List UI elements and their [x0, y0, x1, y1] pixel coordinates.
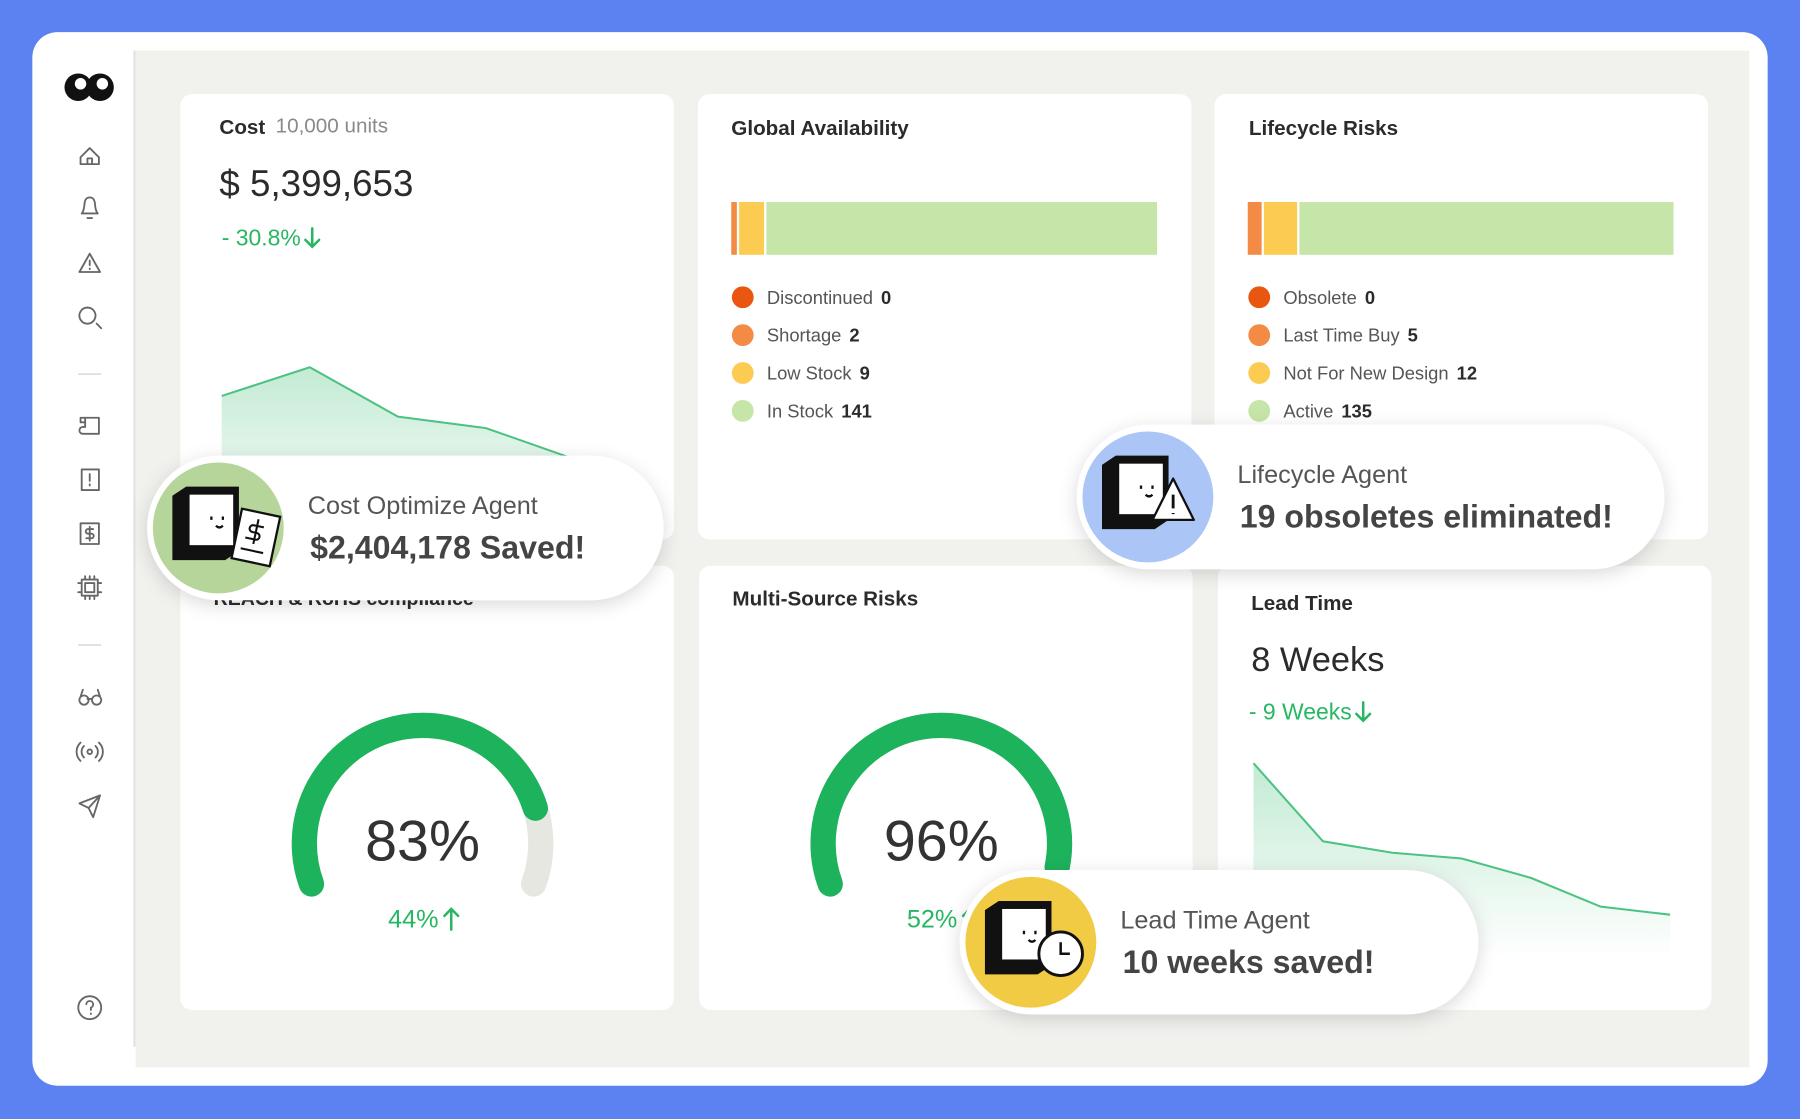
bubble	[1076, 424, 1665, 570]
bell-icon[interactable]	[80, 196, 99, 219]
sidebar	[64, 73, 114, 1021]
send-icon[interactable]	[78, 794, 101, 819]
search-icon[interactable]	[78, 306, 103, 330]
agent-name: Cost Optimize Agent	[308, 492, 538, 520]
gauge-value: 96%	[884, 809, 999, 873]
kpi-change: - 9 Weeks	[1249, 699, 1352, 725]
gauge-fill	[291, 712, 548, 897]
legend-count: 0	[881, 287, 891, 308]
agent-eyes	[210, 516, 225, 529]
card-title: Cost	[219, 116, 265, 139]
bar-segment	[1299, 201, 1674, 255]
kpi-change: - 30.8%	[222, 225, 301, 251]
legend-dot	[731, 324, 754, 347]
legend-count: 135	[1341, 400, 1372, 421]
legend-count: 5	[1408, 325, 1418, 346]
agent-bubble: Cost Optimize Agent $2,404,178 Saved!	[147, 455, 664, 601]
legend-dot	[731, 399, 754, 422]
bar-segment	[739, 201, 765, 255]
legend-dot	[1248, 362, 1271, 384]
legend-count: 2	[849, 325, 859, 346]
chip-icon[interactable]	[77, 575, 103, 601]
scroll-icon[interactable]	[78, 416, 100, 435]
agent-message: 19 obsoletes eliminated!	[1240, 498, 1613, 534]
legend-label: Obsolete	[1283, 287, 1356, 308]
glasses-icon[interactable]	[78, 688, 103, 706]
trend-arrow	[443, 907, 460, 931]
broadcast-icon[interactable]	[75, 741, 104, 762]
bubble	[147, 455, 664, 601]
card-title: Multi-Source Risks	[732, 588, 918, 611]
gauge-value: 83%	[365, 809, 480, 873]
gauge-fill	[810, 712, 1073, 897]
legend-count: 12	[1457, 363, 1477, 384]
kpi-value: 8 Weeks	[1251, 641, 1384, 679]
legend-label: Low Stock	[767, 363, 853, 384]
legend-dot	[1248, 399, 1271, 422]
legend-label: Shortage	[767, 325, 842, 346]
agent-name: Lead Time Agent	[1120, 906, 1309, 934]
trend-line	[221, 366, 575, 461]
agent-badge	[230, 507, 282, 568]
agent-badge-mark	[1059, 942, 1070, 955]
trend-arrow	[304, 227, 321, 249]
agent-badge-mark	[240, 519, 265, 555]
logo	[64, 73, 114, 101]
card-subtitle: 10,000 units	[276, 115, 388, 138]
agent-bubble: Lifecycle Agent 19 obsoletes eliminated!	[1076, 424, 1665, 570]
agent-eyes	[1022, 930, 1037, 943]
gauge-change: 44%	[388, 905, 439, 933]
bar-segment	[1263, 201, 1298, 255]
card-title: Global Availability	[731, 117, 909, 140]
kpi-value: $ 5,399,653	[219, 163, 413, 204]
compliance-card	[180, 565, 674, 1010]
agents: Cost Optimize Agent $2,404,178 Saved! Life…	[147, 424, 1665, 1015]
cost-icon[interactable]	[79, 522, 100, 545]
help-icon[interactable]	[77, 995, 103, 1021]
legend-label: Discontinued	[767, 287, 873, 308]
bubble	[959, 869, 1479, 1015]
bar-segment	[1247, 201, 1262, 255]
legend-dot	[731, 286, 754, 309]
legend-label: Last Time Buy	[1283, 325, 1400, 346]
agent-eyes	[1139, 485, 1154, 498]
agent-name: Lifecycle Agent	[1237, 461, 1407, 489]
legend-dot	[1248, 286, 1271, 309]
legend-label: Active	[1283, 400, 1333, 421]
legend-count: 9	[860, 363, 870, 384]
alert-icon[interactable]	[78, 252, 101, 273]
legend-label: In Stock	[767, 400, 834, 421]
card-title: Lifecycle Risks	[1249, 117, 1398, 140]
bar-segment	[766, 201, 1158, 255]
legend-count: 0	[1365, 287, 1375, 308]
legend-dot	[1248, 324, 1271, 347]
bar-segment	[731, 201, 737, 255]
legend-count: 141	[841, 400, 872, 421]
agent-bubble: Lead Time Agent 10 weeks saved!	[959, 869, 1479, 1015]
agent-message: 10 weeks saved!	[1123, 944, 1375, 980]
agent-message: $2,404,178 Saved!	[310, 529, 585, 565]
trend-line	[1252, 762, 1671, 916]
trend-arrow	[1355, 701, 1372, 723]
home-icon[interactable]	[79, 147, 100, 166]
report-icon[interactable]	[80, 468, 100, 491]
card-title: Lead Time	[1251, 592, 1353, 615]
gauge-change: 52%	[907, 905, 958, 933]
legend-dot	[731, 362, 754, 384]
agent-face	[1116, 461, 1166, 517]
legend-label: Not For New Design	[1283, 363, 1448, 384]
